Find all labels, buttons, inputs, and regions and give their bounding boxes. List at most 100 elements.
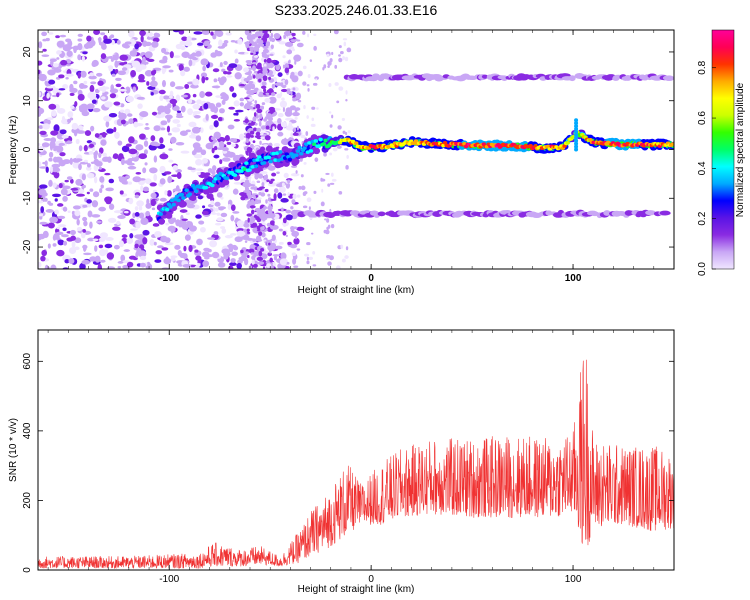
spectrogram-cell <box>266 214 273 219</box>
spectrogram-cell <box>334 82 339 86</box>
spectrogram-cell <box>195 168 204 172</box>
spectrogram-cell <box>58 249 64 256</box>
spectrogram-cell <box>281 182 285 187</box>
spectrogram-cell <box>96 72 103 77</box>
spectrogram-cell <box>176 172 182 179</box>
spectrogram-cell <box>277 192 283 199</box>
spectrogram-cell <box>277 131 284 137</box>
spectrogram-cell <box>128 197 134 205</box>
spectrogram-cell <box>47 222 55 229</box>
spectrogram-cell <box>159 137 164 144</box>
spectrogram-cell <box>199 90 205 99</box>
spectrogram-cell <box>231 92 237 98</box>
spectrogram-cell <box>57 215 66 220</box>
spectrogram-cell <box>296 226 305 231</box>
spectrogram-cell <box>52 243 57 247</box>
spectrogram-cell <box>273 33 281 39</box>
spectrogram-cell <box>232 173 238 177</box>
spectrogram-cell <box>295 149 301 153</box>
spectrogram-cell <box>243 105 249 109</box>
spectrogram-cell <box>132 86 137 93</box>
spectrogram-cell <box>193 31 203 35</box>
spectrogram-cell <box>262 225 265 231</box>
spectrogram-cell <box>97 87 106 91</box>
spectrogram-cell <box>84 130 92 136</box>
spectrogram-cell <box>276 183 284 188</box>
spectrogram-cell <box>106 266 115 269</box>
spectrogram-cell <box>296 248 301 251</box>
spectrogram-cell <box>282 107 286 112</box>
spectrogram-cell <box>252 65 257 72</box>
spectrogram-cell <box>70 178 74 184</box>
spectrogram-cell <box>266 263 272 268</box>
spectrogram-cell <box>214 207 219 212</box>
spectrogram-cell <box>138 153 148 160</box>
spectrogram-cell <box>245 59 252 64</box>
spectrogram-cell <box>261 81 267 86</box>
spectrogram-cell <box>239 102 245 107</box>
spectrogram-cell <box>171 202 176 207</box>
spectrogram-cell <box>167 175 172 184</box>
spectrogram-cell <box>179 200 187 208</box>
spectrogram-cell <box>151 111 158 116</box>
spectrogram-cell <box>53 124 60 132</box>
spectrogram-cell <box>80 231 86 239</box>
spectrogram-cell <box>302 205 308 209</box>
spectrogram-cell <box>38 41 43 49</box>
spectrogram-cell <box>232 211 240 214</box>
spectrogram-cell <box>168 69 174 73</box>
spectrogram-cell <box>38 261 42 268</box>
spectrogram-cell <box>174 194 180 199</box>
spectrogram-cell <box>41 142 50 148</box>
spectrogram-cell <box>296 125 299 131</box>
spectrogram-cell <box>257 236 261 243</box>
spectrogram-cell <box>247 217 251 223</box>
spectrogram-cell <box>338 191 343 195</box>
spectrogram-cell <box>574 121 579 126</box>
spectrogram-cell <box>342 130 346 135</box>
spectrogram-cell <box>264 188 269 193</box>
spectrogram-cell <box>125 86 131 94</box>
spectrogram-cell <box>210 196 215 202</box>
spectrogram-cell <box>574 135 579 140</box>
spectrogram-cell <box>265 92 270 95</box>
spectrogram-cell <box>202 205 206 209</box>
spectrogram-cell <box>178 63 184 72</box>
spectrogram-cell <box>67 111 74 118</box>
spectrogram-cell <box>249 143 254 149</box>
spectrogram-cell <box>239 97 245 102</box>
spectrogram-cell <box>258 93 265 98</box>
spectrogram-cell <box>48 179 53 187</box>
spectrogram-cell <box>289 244 298 249</box>
spectrogram-cell <box>73 80 78 85</box>
snr-xtick-label: 100 <box>565 574 582 585</box>
spectrogram-cell <box>324 218 327 221</box>
spectrogram-cell <box>94 133 100 138</box>
spectrogram-cell <box>260 248 265 252</box>
spectrogram-cell <box>306 197 312 203</box>
spectrogram-cell <box>50 59 54 67</box>
spectrogram-cell <box>244 97 250 100</box>
spectrogram-cell <box>129 50 138 57</box>
spectrogram-cell <box>187 167 196 171</box>
spectrogram-cell <box>252 222 258 228</box>
spectrogram-cell <box>297 70 303 77</box>
spectrogram-cell <box>158 59 168 64</box>
spectrogram-cell <box>345 246 349 251</box>
spectrogram-cell <box>149 169 156 172</box>
spectrogram-cell <box>224 176 230 181</box>
spectrogram-cell <box>303 104 306 110</box>
spectrogram-cell <box>263 49 268 53</box>
spectrogram-cell <box>197 195 204 200</box>
spectrogram-cell <box>123 210 129 214</box>
spectrogram-cell <box>64 179 69 183</box>
spectrogram-cell <box>169 95 173 99</box>
spectrogram-cell <box>152 37 160 43</box>
spectrogram-cell <box>112 226 121 231</box>
spectrogram-cell <box>168 217 175 225</box>
spectrogram-cell <box>283 137 287 146</box>
spectrogram-cell <box>195 50 202 57</box>
spectrogram-cell <box>99 232 109 239</box>
spectrogram-cell <box>323 229 327 234</box>
spectrogram-cell <box>88 143 95 148</box>
